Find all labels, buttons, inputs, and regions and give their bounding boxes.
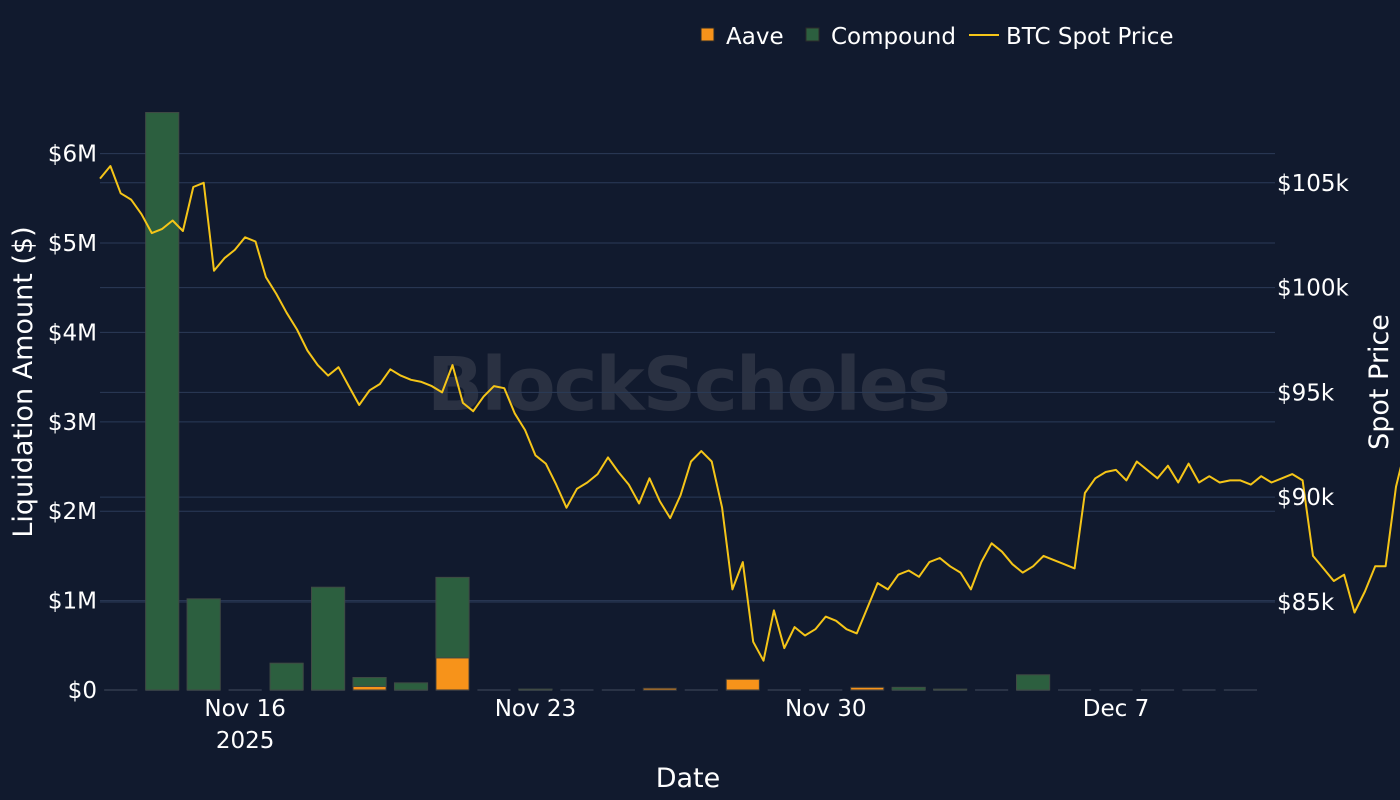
- bar-compound[interactable]: [269, 662, 304, 691]
- bar-aave[interactable]: [850, 686, 885, 691]
- x-tick-label: Nov 23: [495, 696, 576, 722]
- x-axis-title: Date: [656, 763, 721, 794]
- bar-aave[interactable]: [725, 678, 760, 691]
- legend-label-aave: Aave: [726, 24, 784, 50]
- axes: $0 $1M $2M $3M $4M $5M $6M $85k $90k $95k $100k $10…: [48, 142, 1350, 754]
- bar-compound[interactable]: [933, 688, 968, 691]
- btc-spot-price-line[interactable]: [99, 165, 1400, 662]
- legend-label-compound: Compound: [831, 24, 956, 50]
- bar-compound[interactable]: [311, 586, 346, 691]
- bar-compound[interactable]: [1016, 674, 1051, 691]
- y-left-tick-label: $5M: [48, 231, 97, 257]
- watermark-text: BlockScholes: [427, 342, 949, 428]
- line-series: [99, 165, 1400, 662]
- y-right-tick-label: $95k: [1277, 380, 1335, 406]
- legend-item-btc-spot-price[interactable]: BTC Spot Price: [969, 24, 1174, 50]
- x-tick-sublabel: 2025: [216, 728, 275, 754]
- bar-aave[interactable]: [642, 687, 677, 691]
- x-tick-label: Nov 16: [204, 696, 285, 722]
- y-left-tick-label: $3M: [48, 410, 97, 436]
- y-right-tick-label: $105k: [1277, 171, 1350, 197]
- y-axis-left-title: Liquidation Amount ($): [8, 226, 39, 537]
- legend-swatch-aave: [700, 27, 715, 42]
- x-tick-label: Nov 30: [785, 696, 866, 722]
- bar-aave[interactable]: [435, 657, 470, 691]
- y-left-tick-label: $2M: [48, 499, 97, 525]
- bar-series: [104, 112, 1258, 691]
- bar-compound[interactable]: [352, 676, 387, 687]
- y-axis-right-title: Spot Price: [1364, 314, 1395, 450]
- bar-compound[interactable]: [186, 598, 221, 691]
- bar-compound[interactable]: [891, 686, 926, 691]
- bar-compound[interactable]: [435, 576, 470, 659]
- bar-compound[interactable]: [393, 682, 429, 691]
- y-left-tick-label: $6M: [48, 142, 97, 168]
- bar-compound[interactable]: [518, 688, 553, 691]
- y-left-tick-label: $4M: [48, 320, 97, 346]
- y-right-tick-label: $90k: [1277, 485, 1335, 511]
- y-right-tick-label: $85k: [1277, 590, 1335, 616]
- bar-aave[interactable]: [352, 685, 387, 691]
- legend-label-btc-spot-price: BTC Spot Price: [1006, 24, 1174, 50]
- y-right-tick-label: $100k: [1277, 276, 1350, 302]
- legend: Aave Compound BTC Spot Price: [700, 24, 1174, 50]
- y-left-tick-label: $0: [68, 678, 97, 704]
- gridlines: [100, 153, 1275, 603]
- y-left-tick-label: $1M: [48, 589, 97, 615]
- legend-item-aave[interactable]: Aave: [700, 24, 784, 50]
- legend-swatch-compound: [805, 27, 820, 42]
- bar-compound[interactable]: [145, 112, 180, 691]
- x-tick-label: Dec 7: [1083, 696, 1149, 722]
- legend-item-compound[interactable]: Compound: [805, 24, 956, 50]
